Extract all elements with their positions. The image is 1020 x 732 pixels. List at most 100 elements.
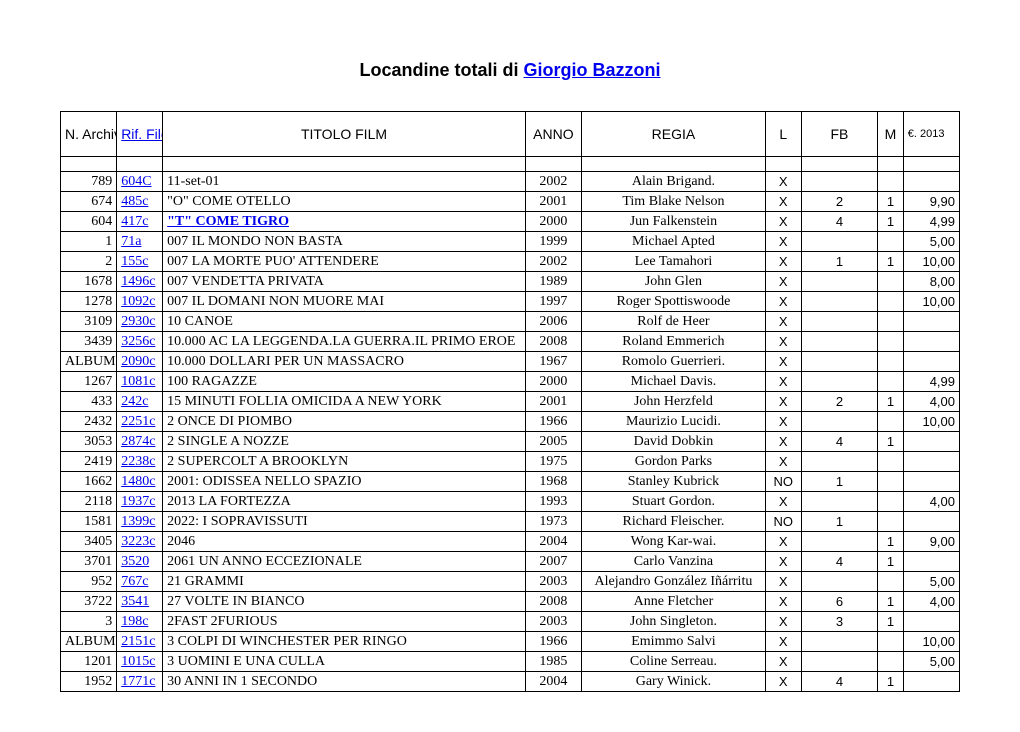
cell-regia: Alain Brigand. (582, 172, 766, 192)
cell-l: X (765, 172, 801, 192)
cell-fb (801, 412, 878, 432)
cell-anno: 2004 (525, 532, 581, 552)
rif-file-link[interactable]: 1399c (121, 514, 155, 529)
cell-regia: Wong Kar-wai. (582, 532, 766, 552)
cell-fb (801, 292, 878, 312)
cell-fb: 3 (801, 612, 878, 632)
cell-l: X (765, 432, 801, 452)
cell-title: 2022: I SOPRAVISSUTI (163, 512, 526, 532)
rif-file-link[interactable]: 2874c (121, 434, 155, 449)
cell-l: X (765, 252, 801, 272)
cell-arch: 952 (61, 572, 117, 592)
col-header-eur: €. 2013 (903, 112, 959, 157)
page-title: Locandine totali di Giorgio Bazzoni (60, 60, 960, 81)
cell-l: X (765, 452, 801, 472)
cell-regia: John Singleton. (582, 612, 766, 632)
cell-anno: 2004 (525, 672, 581, 692)
cell-m (878, 332, 904, 352)
cell-fb (801, 572, 878, 592)
rif-file-link[interactable]: 767c (121, 574, 148, 589)
cell-l: X (765, 632, 801, 652)
cell-eur: 4,99 (903, 372, 959, 392)
cell-fb: 4 (801, 432, 878, 452)
rif-file-link[interactable]: 3256c (121, 334, 155, 349)
rif-file-link[interactable]: 155c (121, 254, 148, 269)
table-row: 30532874c2 SINGLE A NOZZE2005David Dobki… (61, 432, 960, 452)
cell-eur (903, 472, 959, 492)
cell-l: X (765, 592, 801, 612)
cell-fb (801, 352, 878, 372)
rif-file-link[interactable]: 1937c (121, 494, 155, 509)
cell-fb: 4 (801, 212, 878, 232)
cell-l: NO (765, 512, 801, 532)
cell-rif: 604C (117, 172, 163, 192)
cell-title: 2013 LA FORTEZZA (163, 492, 526, 512)
cell-fb (801, 312, 878, 332)
cell-arch: 2 (61, 252, 117, 272)
rif-file-link[interactable]: 1771c (121, 674, 155, 689)
cell-anno: 2002 (525, 172, 581, 192)
cell-arch: ALBUM (61, 632, 117, 652)
cell-regia: David Dobkin (582, 432, 766, 452)
rif-file-link[interactable]: 2090c (121, 354, 155, 369)
rif-file-link[interactable]: 242c (121, 394, 148, 409)
cell-eur: 5,00 (903, 652, 959, 672)
rif-file-link[interactable]: 2251c (121, 414, 155, 429)
table-row: 2155c007 LA MORTE PUO' ATTENDERE2002Lee … (61, 252, 960, 272)
table-row: 16621480c2001: ODISSEA NELLO SPAZIO1968S… (61, 472, 960, 492)
table-row: 15811399c2022: I SOPRAVISSUTI1973Richard… (61, 512, 960, 532)
cell-eur: 4,00 (903, 592, 959, 612)
rif-file-link[interactable]: 485c (121, 194, 148, 209)
cell-eur (903, 172, 959, 192)
cell-title: 3 UOMINI E UNA CULLA (163, 652, 526, 672)
cell-arch: 1662 (61, 472, 117, 492)
cell-title: 10.000 DOLLARI PER UN MASSACRO (163, 352, 526, 372)
title-author-link[interactable]: Giorgio Bazzoni (524, 60, 661, 80)
rif-file-link[interactable]: 1092c (121, 294, 155, 309)
cell-arch: 3053 (61, 432, 117, 452)
cell-regia: John Herzfeld (582, 392, 766, 412)
rif-file-link[interactable]: 3541 (121, 594, 149, 609)
table-row: ALBUM2151c3 COLPI DI WINCHESTER PER RING… (61, 632, 960, 652)
cell-eur (903, 432, 959, 452)
rif-file-link[interactable]: 2238c (121, 454, 155, 469)
cell-m: 1 (878, 552, 904, 572)
cell-arch: 3701 (61, 552, 117, 572)
rif-file-link[interactable]: 2151c (121, 634, 155, 649)
cell-l: X (765, 312, 801, 332)
cell-regia: Coline Serreau. (582, 652, 766, 672)
cell-m: 1 (878, 672, 904, 692)
col-header-link-rif[interactable]: Rif. File (121, 126, 162, 142)
rif-file-link[interactable]: 1015c (121, 654, 155, 669)
rif-file-link[interactable]: 417c (121, 214, 148, 229)
rif-file-link[interactable]: 1496c (121, 274, 155, 289)
col-header-anno: ANNO (525, 112, 581, 157)
rif-file-link[interactable]: 2930c (121, 314, 155, 329)
rif-file-link[interactable]: 1480c (121, 474, 155, 489)
title-link[interactable]: "T" COME TIGRO (167, 214, 289, 229)
cell-fb (801, 272, 878, 292)
cell-regia: Anne Fletcher (582, 592, 766, 612)
rif-file-link[interactable]: 71a (121, 234, 141, 249)
cell-title: 10 CANOE (163, 312, 526, 332)
cell-fb: 1 (801, 512, 878, 532)
rif-file-link[interactable]: 198c (121, 614, 148, 629)
rif-file-link[interactable]: 3520 (121, 554, 149, 569)
cell-arch: 2419 (61, 452, 117, 472)
cell-title: 2046 (163, 532, 526, 552)
rif-file-link[interactable]: 604C (121, 174, 151, 189)
cell-rif: 1771c (117, 672, 163, 692)
table-row: 171a007 IL MONDO NON BASTA1999Michael Ap… (61, 232, 960, 252)
rif-file-link[interactable]: 3223c (121, 534, 155, 549)
cell-arch: 3722 (61, 592, 117, 612)
table-row: 3198c2FAST 2FURIOUS2003John Singleton.X3… (61, 612, 960, 632)
cell-anno: 2006 (525, 312, 581, 332)
cell-m: 1 (878, 212, 904, 232)
cell-eur: 10,00 (903, 292, 959, 312)
cell-m (878, 352, 904, 372)
cell-anno: 2000 (525, 372, 581, 392)
cell-anno: 1985 (525, 652, 581, 672)
rif-file-link[interactable]: 1081c (121, 374, 155, 389)
cell-title: 30 ANNI IN 1 SECONDO (163, 672, 526, 692)
cell-rif: 1480c (117, 472, 163, 492)
